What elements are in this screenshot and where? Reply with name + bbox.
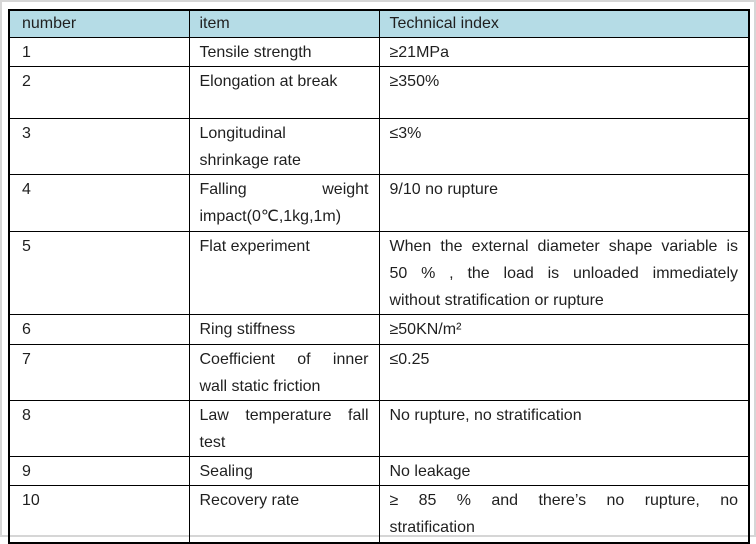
cell-technical-index: ≥50KN/m² — [378, 314, 750, 345]
cell-technical-index: ≥ 85 % and there’s no rupture, no stratif… — [378, 485, 750, 543]
cell-index-text: ≥50KN/m² — [389, 321, 462, 338]
cell-number: 9 — [8, 456, 190, 486]
header-cell-technical-index: Technical index — [378, 9, 750, 38]
cell-technical-index: No rupture, no stratification — [378, 400, 750, 457]
table-row: 2 Elongation at break ≥350% — [8, 66, 750, 119]
cell-technical-index: No leakage — [378, 456, 750, 486]
cell-index-text: ≥ 85 % and there’s no rupture, no stratif… — [389, 492, 739, 536]
cell-number: 2 — [8, 66, 190, 119]
cell-index-text: ≥21MPa — [389, 44, 449, 61]
cell-number: 6 — [8, 314, 190, 345]
cell-item-text: Tensile strength — [199, 44, 312, 61]
cell-number: 7 — [8, 344, 190, 401]
cell-item: Longitudinal shrinkage rate — [188, 118, 380, 175]
cell-index-text: 9/10 no rupture — [389, 181, 499, 198]
cell-index-text: ≤3% — [389, 125, 422, 142]
table-row: 9 Sealing No leakage — [8, 456, 750, 486]
cell-index-text: ≤0.25 — [389, 351, 430, 368]
cell-index-text: No rupture, no stratification — [389, 407, 582, 424]
cell-number: 3 — [8, 118, 190, 175]
cell-number: 5 — [8, 231, 190, 315]
table-header-row: number item Technical index — [8, 9, 750, 38]
cell-number: 10 — [8, 485, 190, 543]
cell-item: Elongation at break — [188, 66, 380, 119]
header-cell-number: number — [8, 9, 190, 38]
cell-item: Sealing — [188, 456, 380, 486]
cell-item: Ring stiffness — [188, 314, 380, 345]
cell-item: Law temperature fall test — [188, 400, 380, 457]
table-row: 8 Law temperature fall test No rupture, n… — [8, 400, 750, 457]
table-row: 5 Flat experiment When the external diam… — [8, 231, 750, 315]
table-row: 6 Ring stiffness ≥50KN/m² — [8, 314, 750, 345]
cell-technical-index: ≥21MPa — [378, 37, 750, 67]
header-cell-item: item — [188, 9, 380, 38]
cell-technical-index: ≥350% — [378, 66, 750, 119]
cell-item-text: Recovery rate — [199, 492, 300, 509]
cell-number: 1 — [8, 37, 190, 67]
cell-technical-index: ≤0.25 — [378, 344, 750, 401]
table-row: 7 Coefficient of inner wall static fricti… — [8, 344, 750, 401]
cell-item: Recovery rate — [188, 485, 380, 543]
cell-index-text: When the external diameter shape variabl… — [389, 238, 739, 309]
cell-number: 8 — [8, 400, 190, 457]
cell-item-text: Ring stiffness — [199, 321, 296, 338]
cell-item-text: Falling weight impact(0℃,1kg,1m) — [199, 181, 369, 225]
cell-item: Flat experiment — [188, 231, 380, 315]
table-row: 10 Recovery rate ≥ 85 % and there’s no r… — [8, 485, 750, 543]
cell-technical-index: When the external diameter shape variabl… — [378, 231, 750, 315]
cell-item-text: Law temperature fall test — [199, 407, 369, 451]
cell-technical-index: ≤3% — [378, 118, 750, 175]
cell-number: 4 — [8, 174, 190, 232]
cell-item-text: Flat experiment — [199, 238, 310, 255]
cell-item-text: Elongation at break — [199, 73, 338, 90]
cell-item-text: Longitudinal shrinkage rate — [199, 125, 301, 169]
cell-item: Tensile strength — [188, 37, 380, 67]
cell-index-text: ≥350% — [389, 73, 440, 90]
table-row: 3 Longitudinal shrinkage rate ≤3% — [8, 118, 750, 175]
technical-spec-table: number item Technical index 1 Tensile st… — [8, 9, 750, 544]
cell-technical-index: 9/10 no rupture — [378, 174, 750, 232]
cell-item-text: Coefficient of inner wall static friction — [199, 351, 369, 395]
table-row: 4 Falling weight impact(0℃,1kg,1m) 9/10 n… — [8, 174, 750, 232]
cell-item: Coefficient of inner wall static friction — [188, 344, 380, 401]
table-row: 1 Tensile strength ≥21MPa — [8, 37, 750, 67]
cell-item-text: Sealing — [199, 463, 253, 480]
cell-item: Falling weight impact(0℃,1kg,1m) — [188, 174, 380, 232]
cell-index-text: No leakage — [389, 463, 471, 480]
